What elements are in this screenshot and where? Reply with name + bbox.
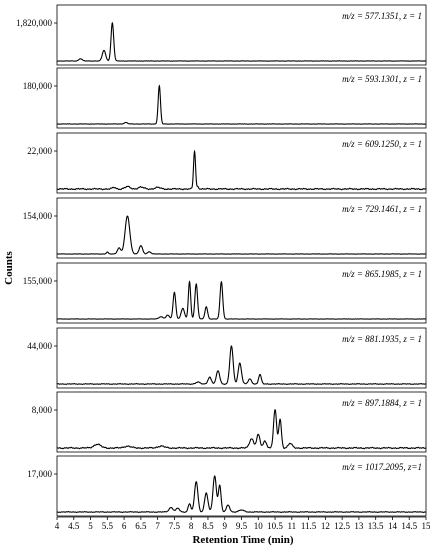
y-tick-label: 180,000	[23, 81, 53, 91]
chromatogram-trace	[56, 149, 427, 191]
panel-frame	[56, 262, 427, 324]
mz-annotation: m/z = 577.1351, z = 1	[342, 11, 422, 21]
y-axis-title: Counts	[3, 250, 15, 284]
panel-3: 22,000 m/z = 609.1250, z = 1	[27, 132, 427, 194]
x-tick-label: 6	[122, 521, 127, 531]
y-tick-label: 22,000	[27, 146, 52, 156]
panel-frame	[56, 67, 427, 129]
x-tick-label: 12.5	[334, 521, 350, 531]
x-tick-label: 9	[222, 521, 227, 531]
mz-annotation: m/z = 609.1250, z = 1	[342, 139, 422, 149]
x-tick-label: 7.5	[169, 521, 181, 531]
mz-annotation: m/z = 593.1301, z = 1	[342, 74, 422, 84]
chromatogram-trace	[56, 345, 427, 385]
y-tick-label: 17,000	[27, 469, 52, 479]
x-tick-label: 11	[287, 521, 296, 531]
panel-frame	[56, 455, 427, 517]
x-tick-label: 10	[254, 521, 264, 531]
x-axis-title: Retention Time (min)	[192, 534, 293, 546]
x-tick-label: 14	[388, 521, 398, 531]
panel-6: 44,000 m/z = 881.1935, z = 1	[27, 327, 427, 389]
mz-annotation: m/z = 865.1985, z = 1	[342, 269, 422, 279]
y-tick-label: 1,820,000	[16, 18, 53, 28]
chromatogram-trace	[56, 280, 427, 320]
x-tick-label: 9.5	[236, 521, 248, 531]
x-tick-label: 8	[189, 521, 194, 531]
y-tick-label: 44,000	[27, 341, 52, 351]
x-tick-label: 14.5	[401, 521, 417, 531]
x-tick-label: 6.5	[135, 521, 147, 531]
panel-4: 154,000 m/z = 729.1461, z = 1	[23, 197, 427, 259]
panel-frame	[56, 132, 427, 194]
panel-2: 180,000 m/z = 593.1301, z = 1	[23, 67, 427, 129]
chromatogram-panels: 1,820,000 m/z = 577.1351, z = 1 180,000 m/z…	[16, 4, 427, 517]
panel-8: 17,000 m/z = 1017.2095, z=1	[27, 455, 427, 517]
x-tick-label: 13	[354, 521, 364, 531]
y-tick-label: 154,000	[23, 211, 53, 221]
chromatogram-trace	[56, 475, 427, 513]
x-tick-label: 10.5	[267, 521, 283, 531]
chromatogram-trace	[56, 215, 426, 255]
mz-annotation: m/z = 881.1935, z = 1	[342, 334, 422, 344]
x-tick-label: 4	[55, 521, 60, 531]
x-tick-label: 13.5	[368, 521, 384, 531]
chromatogram-trace	[56, 408, 427, 450]
chromatogram-trace	[56, 84, 427, 125]
panel-frame	[56, 4, 427, 66]
x-tick-label: 4.5	[68, 521, 80, 531]
mz-annotation: m/z = 1017.2095, z=1	[342, 462, 422, 472]
panel-frame	[56, 327, 427, 389]
panel-7: 8,000 m/z = 897.1884, z = 1	[32, 391, 427, 453]
x-tick-label: 5	[88, 521, 93, 531]
x-axis: 4 4.5 5 5.5 6 6.5 7 7.5 8 8.5 9 9.5 10 10.5 11 11.5 12 12…	[55, 516, 430, 531]
panel-frame	[56, 197, 427, 259]
mz-annotation: m/z = 729.1461, z = 1	[342, 204, 422, 214]
panel-1: 1,820,000 m/z = 577.1351, z = 1	[16, 4, 427, 66]
panel-5: 155,000 m/z = 865.1985, z = 1	[23, 262, 427, 324]
panel-frame	[56, 391, 427, 453]
x-tick-label: 15	[422, 521, 430, 531]
mz-annotation: m/z = 897.1884, z = 1	[342, 398, 422, 408]
chromatogram-trace	[56, 21, 427, 62]
y-tick-label: 8,000	[32, 405, 53, 415]
x-tick-label: 12	[321, 521, 330, 531]
x-tick-label: 5.5	[102, 521, 114, 531]
y-tick-label: 155,000	[23, 276, 53, 286]
x-tick-label: 8.5	[202, 521, 214, 531]
x-tick-label: 7	[155, 521, 160, 531]
x-tick-label: 11.5	[301, 521, 317, 531]
